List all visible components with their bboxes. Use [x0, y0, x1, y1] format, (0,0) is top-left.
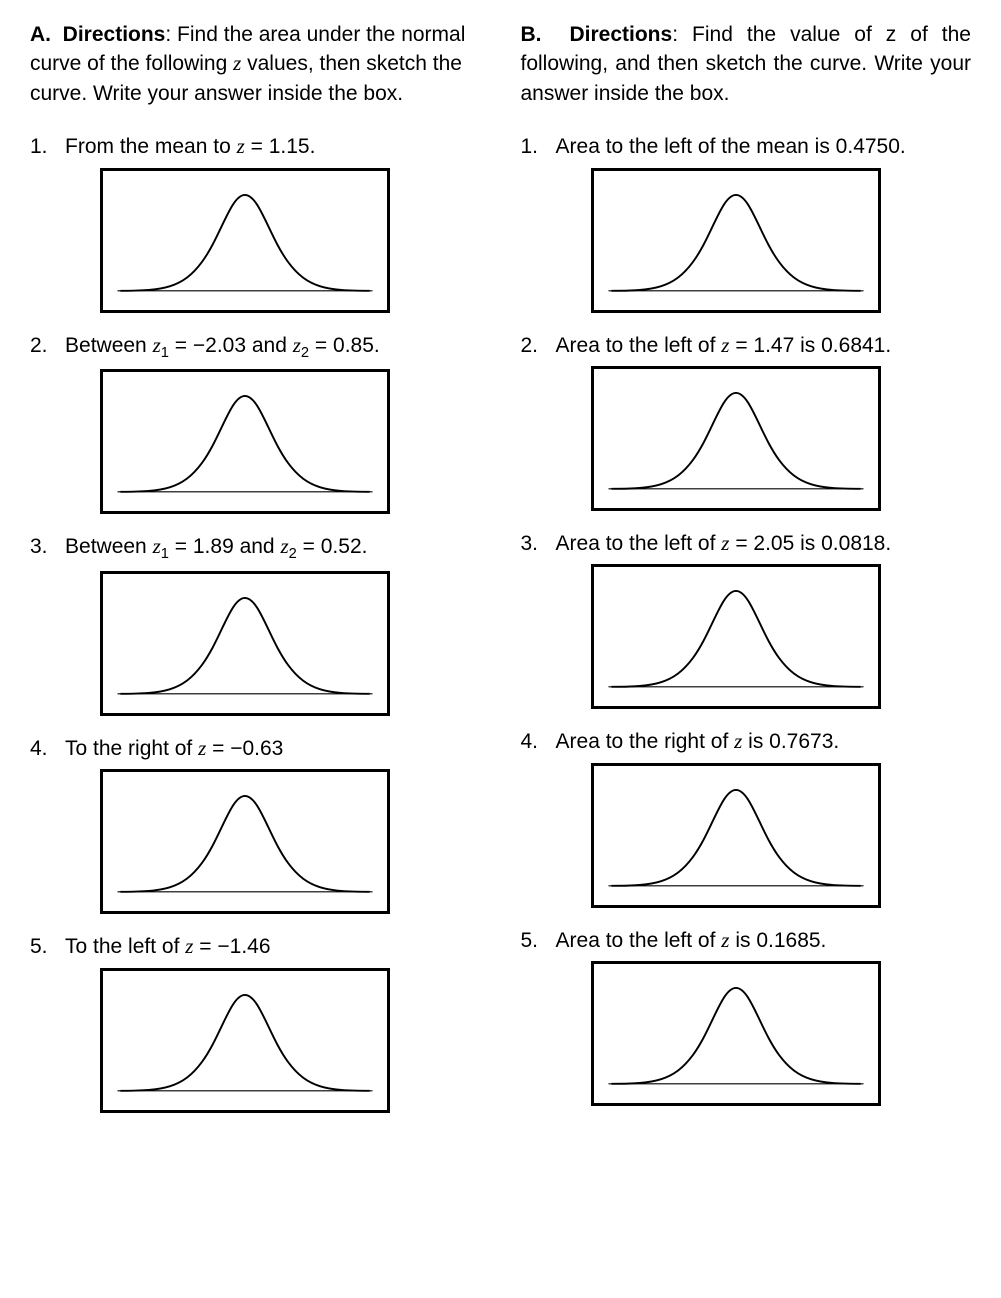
- bell-curve: [611, 195, 860, 291]
- a-item-3-answer-box[interactable]: [100, 571, 390, 716]
- worksheet-columns: A. Directions: Find the area under the n…: [30, 20, 971, 1131]
- normal-curve-svg: [594, 369, 878, 508]
- a-item-2: 2. Between z1 = −2.03 and z2 = 0.85.: [30, 331, 481, 515]
- a-item-1-answer-box[interactable]: [100, 168, 390, 313]
- b-item-4-answer-box[interactable]: [591, 763, 881, 908]
- normal-curve-svg: [103, 574, 387, 713]
- bell-curve: [611, 393, 860, 489]
- directions-bold-a: Directions: [63, 23, 166, 46]
- b-item-1-text: 1. Area to the left of the mean is 0.475…: [521, 132, 972, 161]
- normal-curve-svg: [103, 372, 387, 511]
- bell-curve: [611, 790, 860, 886]
- b-item-5: 5. Area to the left of z is 0.1685.: [521, 926, 972, 1106]
- a-item-4-answer-box[interactable]: [100, 769, 390, 914]
- a-item-4-text: 4. To the right of z = −0.63: [30, 734, 481, 763]
- b-item-3: 3. Area to the left of z = 2.05 is 0.081…: [521, 529, 972, 709]
- col-a-label: A.: [30, 23, 51, 46]
- normal-curve-svg: [594, 766, 878, 905]
- normal-curve-svg: [103, 171, 387, 310]
- a-item-2-answer-box[interactable]: [100, 369, 390, 514]
- column-a: A. Directions: Find the area under the n…: [30, 20, 481, 1131]
- normal-curve-svg: [103, 772, 387, 911]
- bell-curve: [120, 396, 369, 492]
- bell-curve: [120, 995, 369, 1091]
- a-item-1-text: 1. From the mean to z = 1.15.: [30, 132, 481, 161]
- a-item-2-text: 2. Between z1 = −2.03 and z2 = 0.85.: [30, 331, 481, 364]
- bell-curve: [611, 591, 860, 687]
- b-item-4-text: 4. Area to the right of z is 0.7673.: [521, 727, 972, 756]
- a-item-3-text: 3. Between z1 = 1.89 and z2 = 0.52.: [30, 532, 481, 565]
- directions-a: A. Directions: Find the area under the n…: [30, 20, 481, 108]
- b-item-5-answer-box[interactable]: [591, 961, 881, 1106]
- items-a: 1. From the mean to z = 1.15. 2. Between…: [30, 132, 481, 1113]
- bell-curve: [120, 195, 369, 291]
- normal-curve-svg: [594, 964, 878, 1103]
- b-item-3-answer-box[interactable]: [591, 564, 881, 709]
- bell-curve: [120, 598, 369, 694]
- items-b: 1. Area to the left of the mean is 0.475…: [521, 132, 972, 1106]
- a-item-1: 1. From the mean to z = 1.15.: [30, 132, 481, 312]
- b-item-2-answer-box[interactable]: [591, 366, 881, 511]
- bell-curve: [120, 796, 369, 892]
- b-item-2: 2. Area to the left of z = 1.47 is 0.684…: [521, 331, 972, 511]
- normal-curve-svg: [594, 171, 878, 310]
- a-item-5-answer-box[interactable]: [100, 968, 390, 1113]
- b-item-1: 1. Area to the left of the mean is 0.475…: [521, 132, 972, 312]
- column-b: B. Directions: Find the value of z of th…: [521, 20, 972, 1131]
- a-item-5-text: 5. To the left of z = −1.46: [30, 932, 481, 961]
- a-item-4: 4. To the right of z = −0.63: [30, 734, 481, 914]
- a-item-3: 3. Between z1 = 1.89 and z2 = 0.52.: [30, 532, 481, 716]
- b-item-2-text: 2. Area to the left of z = 1.47 is 0.684…: [521, 331, 972, 360]
- b-item-4: 4. Area to the right of z is 0.7673.: [521, 727, 972, 907]
- b-item-3-text: 3. Area to the left of z = 2.05 is 0.081…: [521, 529, 972, 558]
- normal-curve-svg: [103, 971, 387, 1110]
- bell-curve: [611, 988, 860, 1084]
- b-item-1-answer-box[interactable]: [591, 168, 881, 313]
- b-item-5-text: 5. Area to the left of z is 0.1685.: [521, 926, 972, 955]
- col-b-label: B.: [521, 23, 542, 46]
- directions-b: B. Directions: Find the value of z of th…: [521, 20, 972, 108]
- a-item-5: 5. To the left of z = −1.46: [30, 932, 481, 1112]
- directions-bold-b: Directions: [570, 23, 673, 46]
- normal-curve-svg: [594, 567, 878, 706]
